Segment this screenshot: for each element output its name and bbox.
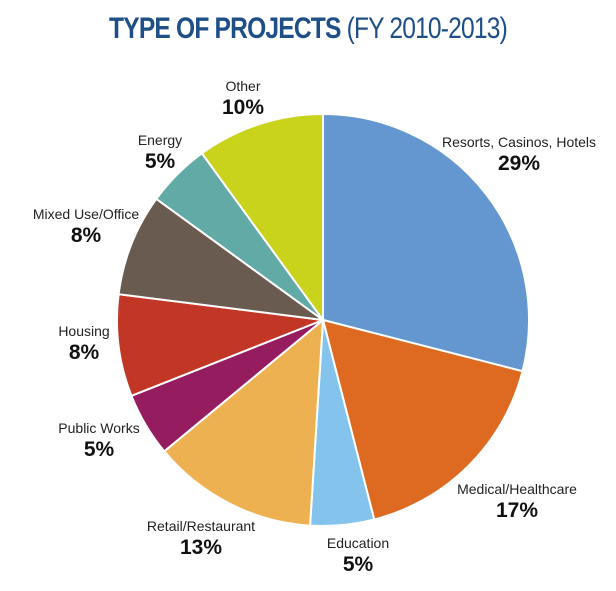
slice-label-housing: Housing [58, 323, 109, 339]
pie-slice-medical-healthcare [321, 318, 524, 521]
slice-label-public-works: Public Works [58, 420, 139, 436]
pie-slice-other [200, 112, 324, 324]
slice-label-medical-healthcare: Medical/Healthcare [457, 481, 577, 497]
slice-value-retail-restaurant: 13% [180, 536, 222, 559]
slice-label-mixed-use-office: Mixed Use/Office [33, 206, 140, 222]
pie-slices [116, 112, 530, 527]
slice-value-education: 5% [343, 553, 374, 576]
slice-value-other: 10% [222, 96, 264, 119]
slice-value-public-works: 5% [84, 438, 115, 461]
slice-value-resorts-casinos-hotels: 29% [498, 152, 540, 175]
pie-slice-housing [116, 293, 324, 398]
slice-value-energy: 5% [145, 150, 176, 173]
pie-slice-retail-restaurant [162, 317, 325, 527]
pie-slice-resorts-casinos-hotels [322, 112, 530, 373]
slice-label-resorts-casinos-hotels: Resorts, Casinos, Hotels [442, 134, 596, 150]
pie-labels: Resorts, Casinos, Hotels 29% Medical/Healt… [33, 78, 596, 576]
slice-value-housing: 8% [69, 341, 100, 364]
slice-value-medical-healthcare: 17% [496, 499, 538, 522]
slice-label-energy: Energy [138, 132, 182, 148]
chart-title: TYPE OF PROJECTS (FY 2010-2013) [55, 12, 560, 46]
chart-title-main: TYPE OF PROJECTS [109, 12, 341, 45]
slice-label-retail-restaurant: Retail/Restaurant [147, 518, 255, 534]
chart-title-sub: (FY 2010-2013) [346, 12, 508, 45]
slice-label-other: Other [225, 78, 260, 94]
pie-slice-mixed-use-office [117, 197, 324, 321]
slice-value-mixed-use-office: 8% [71, 224, 102, 247]
slice-label-education: Education [327, 535, 389, 551]
